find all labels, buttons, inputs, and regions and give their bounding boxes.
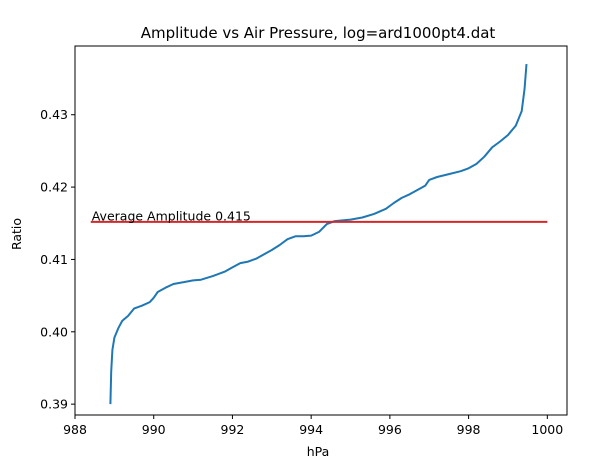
x-tick-label: 998 [457,422,481,437]
x-tick-label: 1000 [531,422,563,437]
y-tick-label: 0.39 [40,397,68,412]
x-tick-label: 996 [378,422,402,437]
x-axis-label: hPa [307,444,330,459]
average-annotation: Average Amplitude 0.415 [92,208,251,223]
y-tick-label: 0.43 [40,107,68,122]
y-axis-label: Ratio [9,218,24,250]
x-tick-label: 994 [299,422,323,437]
y-tick-label: 0.41 [40,252,68,267]
x-axis: 988 990 992 994 996 998 1000 [63,415,563,437]
chart-title: Amplitude vs Air Pressure, log=ard1000pt… [141,24,496,42]
average-layer: Average Amplitude 0.415 [90,208,548,223]
y-axis: 0.39 0.40 0.41 0.42 0.43 [40,107,75,412]
x-tick-label: 990 [142,422,166,437]
y-tick-label: 0.42 [40,180,68,195]
series-line [109,64,528,405]
x-tick-label: 992 [221,422,245,437]
series-layer [109,64,528,405]
plot-frame [74,45,568,416]
x-tick-label: 988 [63,422,87,437]
axes-border [74,45,568,416]
y-tick-label: 0.40 [40,324,68,339]
